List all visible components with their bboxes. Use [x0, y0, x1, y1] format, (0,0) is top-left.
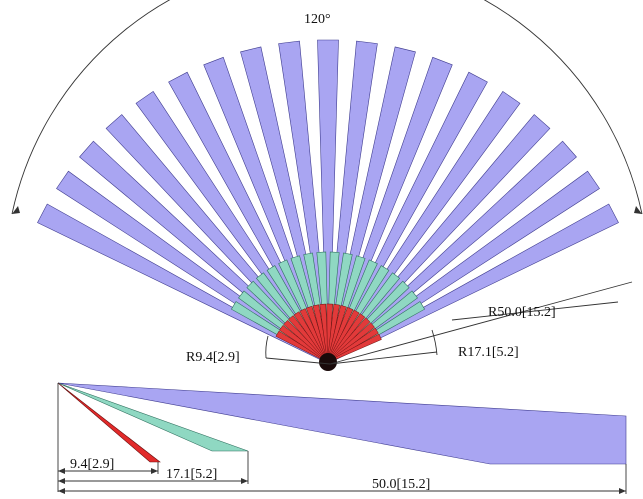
inner-radius-arc	[265, 335, 269, 359]
outer-radius-line	[329, 281, 633, 365]
outer-radius-label: R50.0[15.2]	[488, 305, 556, 320]
hub-center	[319, 353, 337, 371]
inner-radius-line	[265, 357, 331, 365]
radius-dimensions: R50.0[15.2] R17.1[5.2] R9.4[2.9]	[186, 281, 633, 365]
sector-angle-label: 120°	[304, 12, 331, 27]
angle-label-bg	[300, 9, 346, 25]
outer-radius-leader	[451, 301, 619, 321]
fan-sector-view	[37, 39, 619, 371]
short-length-label: 9.4[2.9]	[70, 457, 114, 472]
angle-arc	[11, 0, 643, 215]
side-view: 9.4[2.9] 17.1[5.2] 50.0[15.2]	[57, 382, 627, 494]
middle-radius-arc	[431, 329, 438, 356]
angle-arrow-right	[634, 206, 642, 214]
medium-plate-side	[57, 382, 249, 452]
angle-arrow-left	[12, 206, 20, 214]
inner-radius-label: R9.4[2.9]	[186, 350, 240, 365]
medium-length-label: 17.1[5.2]	[166, 467, 217, 482]
middle-radius-line	[329, 351, 438, 365]
short-plate-side	[57, 382, 161, 463]
sector-angle-dimension: 120°	[11, 0, 643, 215]
short-plate-spokes	[275, 303, 382, 362]
long-length-label: 50.0[15.2]	[372, 477, 430, 492]
middle-radius-label: R17.1[5.2]	[458, 345, 519, 360]
